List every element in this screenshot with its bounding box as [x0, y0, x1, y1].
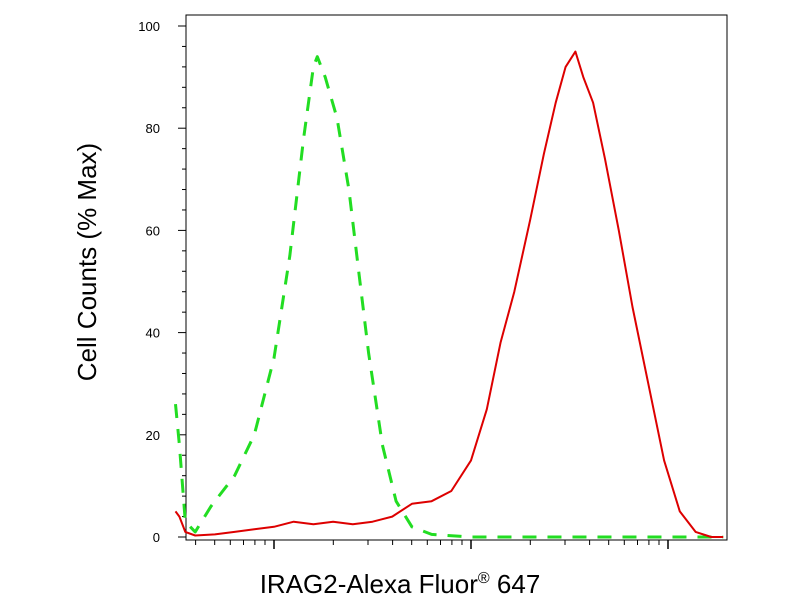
- green-dashed-series-line: [174, 55, 724, 539]
- plot-frame: [185, 14, 728, 541]
- x-axis: [195, 540, 669, 549]
- y-tick-label: 80: [146, 121, 160, 136]
- series-group: [174, 50, 724, 539]
- registered-mark: ®: [478, 570, 490, 587]
- y-tick-label: 60: [146, 223, 160, 238]
- x-axis-title: IRAG2-Alexa Fluor® 647: [260, 569, 541, 599]
- y-tick-label: 40: [146, 326, 160, 341]
- y-axis: 0 20 40 60 80 100: [138, 19, 186, 545]
- y-axis-title: Cell Counts (% Max): [72, 143, 102, 381]
- red-solid-series-line: [174, 50, 724, 538]
- y-tick-label: 0: [153, 530, 160, 545]
- y-tick-label: 20: [146, 428, 160, 443]
- y-tick-label: 100: [138, 19, 160, 34]
